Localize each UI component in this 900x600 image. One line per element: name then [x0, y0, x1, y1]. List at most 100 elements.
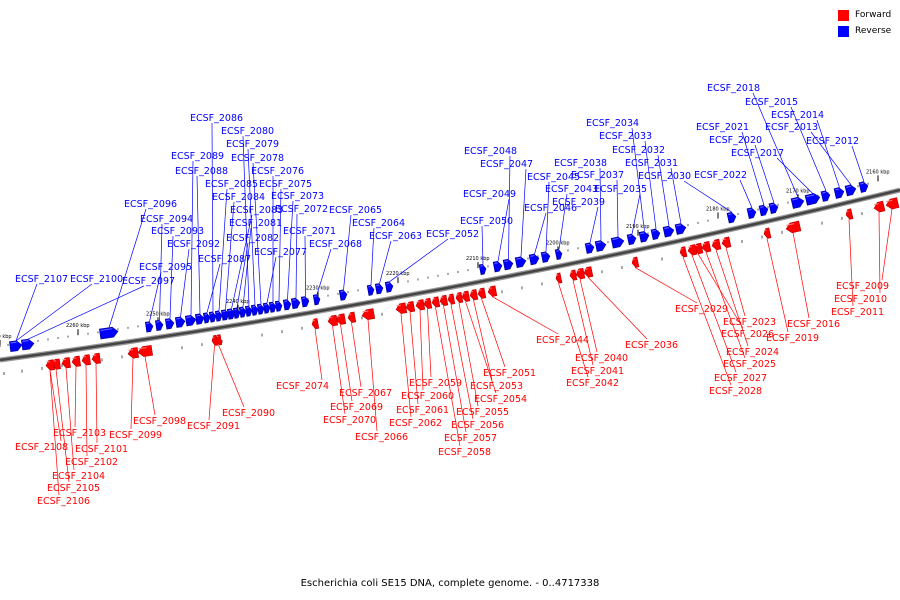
tick-label: 2220 kbp — [386, 271, 410, 277]
gene-label: ECSF_2041 — [571, 366, 624, 377]
gene-arrow — [405, 300, 416, 313]
leader-line — [508, 155, 511, 260]
leader-line — [497, 198, 510, 262]
gene-label: ECSF_2064 — [352, 218, 405, 229]
leader-line — [266, 256, 277, 304]
leader-line — [351, 322, 362, 388]
gene-label: ECSF_2038 — [554, 158, 607, 169]
gene-arrow — [785, 220, 802, 234]
leader-line — [683, 180, 733, 213]
leader-line — [520, 168, 527, 257]
gene-arrow — [711, 238, 722, 251]
gene-label: ECSF_2092 — [167, 239, 220, 250]
leader-line — [340, 324, 353, 402]
gene-arrow — [71, 355, 82, 367]
leader-line — [287, 200, 294, 300]
leader-line — [379, 240, 392, 284]
gene-label: ECSF_2070 — [323, 415, 376, 426]
gene-arrow — [514, 256, 527, 269]
gene-label: ECSF_2009 — [836, 281, 889, 292]
leader-line — [49, 370, 60, 496]
gene-arrow — [431, 296, 441, 308]
tick-label: 2250 kbp — [146, 311, 170, 317]
leader-line — [657, 154, 670, 227]
gene-arrow — [208, 311, 217, 323]
legend: Forward Reverse — [838, 8, 891, 40]
gene-label: ECSF_2042 — [566, 378, 619, 389]
gene-arrow — [415, 299, 426, 311]
leader-line — [790, 106, 827, 191]
leader-line — [491, 296, 559, 335]
gene-label: ECSF_2096 — [124, 199, 177, 210]
gene-label: ECSF_2073 — [271, 191, 324, 202]
legend-forward-label: Forward — [855, 10, 892, 20]
gene-arrow — [164, 318, 175, 330]
gene-arrow — [311, 318, 320, 330]
gene-arrow — [492, 260, 503, 273]
gene-label: ECSF_2011 — [831, 307, 884, 318]
tick-label: 2180 kbp — [706, 206, 730, 212]
leader-line — [409, 311, 419, 405]
leader-line — [196, 175, 201, 314]
gene-arrow — [687, 244, 698, 256]
leader-line — [370, 227, 375, 286]
gene-label: ECSF_2097 — [122, 276, 175, 287]
gene-label: ECSF_2074 — [276, 381, 329, 392]
gene-arrow — [9, 340, 23, 352]
gene-label: ECSF_2017 — [731, 148, 784, 159]
leader-line — [631, 127, 645, 232]
gene-label: ECSF_2059 — [409, 378, 462, 389]
gene-arrow — [338, 289, 348, 301]
gene-label: ECSF_2047 — [480, 159, 533, 170]
leader-line — [589, 206, 599, 243]
gene-arrow — [487, 285, 498, 297]
leader-line — [644, 140, 657, 230]
leader-line — [705, 251, 746, 359]
gene-label: ECSF_2045 — [527, 172, 580, 183]
gene-label: ECSF_2023 — [723, 317, 776, 328]
gene-arrow — [469, 289, 479, 301]
gene-arrow — [220, 309, 230, 321]
gene-arrow — [554, 248, 563, 261]
gene-label: ECSF_2069 — [330, 402, 383, 413]
gene-arrow — [256, 303, 265, 315]
gene-arrow — [262, 302, 271, 314]
leader-line — [206, 263, 221, 313]
leader-line — [55, 369, 70, 483]
leader-line — [450, 304, 474, 420]
gene-arrow — [226, 308, 236, 320]
gene-arrow — [327, 314, 339, 327]
leader-line — [754, 144, 775, 203]
leader-line — [752, 92, 799, 198]
gene-label: ECSF_2108 — [15, 442, 68, 453]
tick-label: 2210 kbp — [466, 256, 490, 262]
gene-arrow — [650, 228, 661, 241]
gene-arrow — [610, 236, 625, 249]
leader-line — [304, 235, 306, 297]
gene-arrow — [721, 236, 732, 248]
gene-label: ECSF_2087 — [198, 254, 251, 265]
leader-line — [473, 299, 493, 381]
gene-label: ECSF_2065 — [329, 205, 382, 216]
gene-label: ECSF_2022 — [694, 170, 747, 181]
gene-label: ECSF_2016 — [787, 319, 840, 330]
leader-line — [169, 235, 174, 319]
leader-line — [810, 131, 852, 186]
gene-label: ECSF_2012 — [806, 136, 859, 147]
tick-label: 2200 kbp — [546, 240, 570, 246]
gene-arrow — [137, 345, 154, 357]
gene-arrow — [674, 223, 687, 235]
gene-features — [9, 181, 900, 371]
gene-label: ECSF_2080 — [221, 126, 274, 137]
gene-label: ECSF_2082 — [226, 233, 279, 244]
gene-arrow — [300, 296, 310, 308]
gene-arrow — [384, 281, 394, 293]
gene-arrow — [575, 267, 586, 280]
gene-arrow — [127, 347, 140, 359]
gene-arrow — [768, 202, 779, 214]
leader-line — [481, 298, 506, 368]
leader-line — [792, 232, 810, 319]
gene-label: ECSF_2079 — [226, 139, 279, 150]
gene-label: ECSF_2081 — [229, 218, 282, 229]
leader-lines — [15, 92, 893, 496]
